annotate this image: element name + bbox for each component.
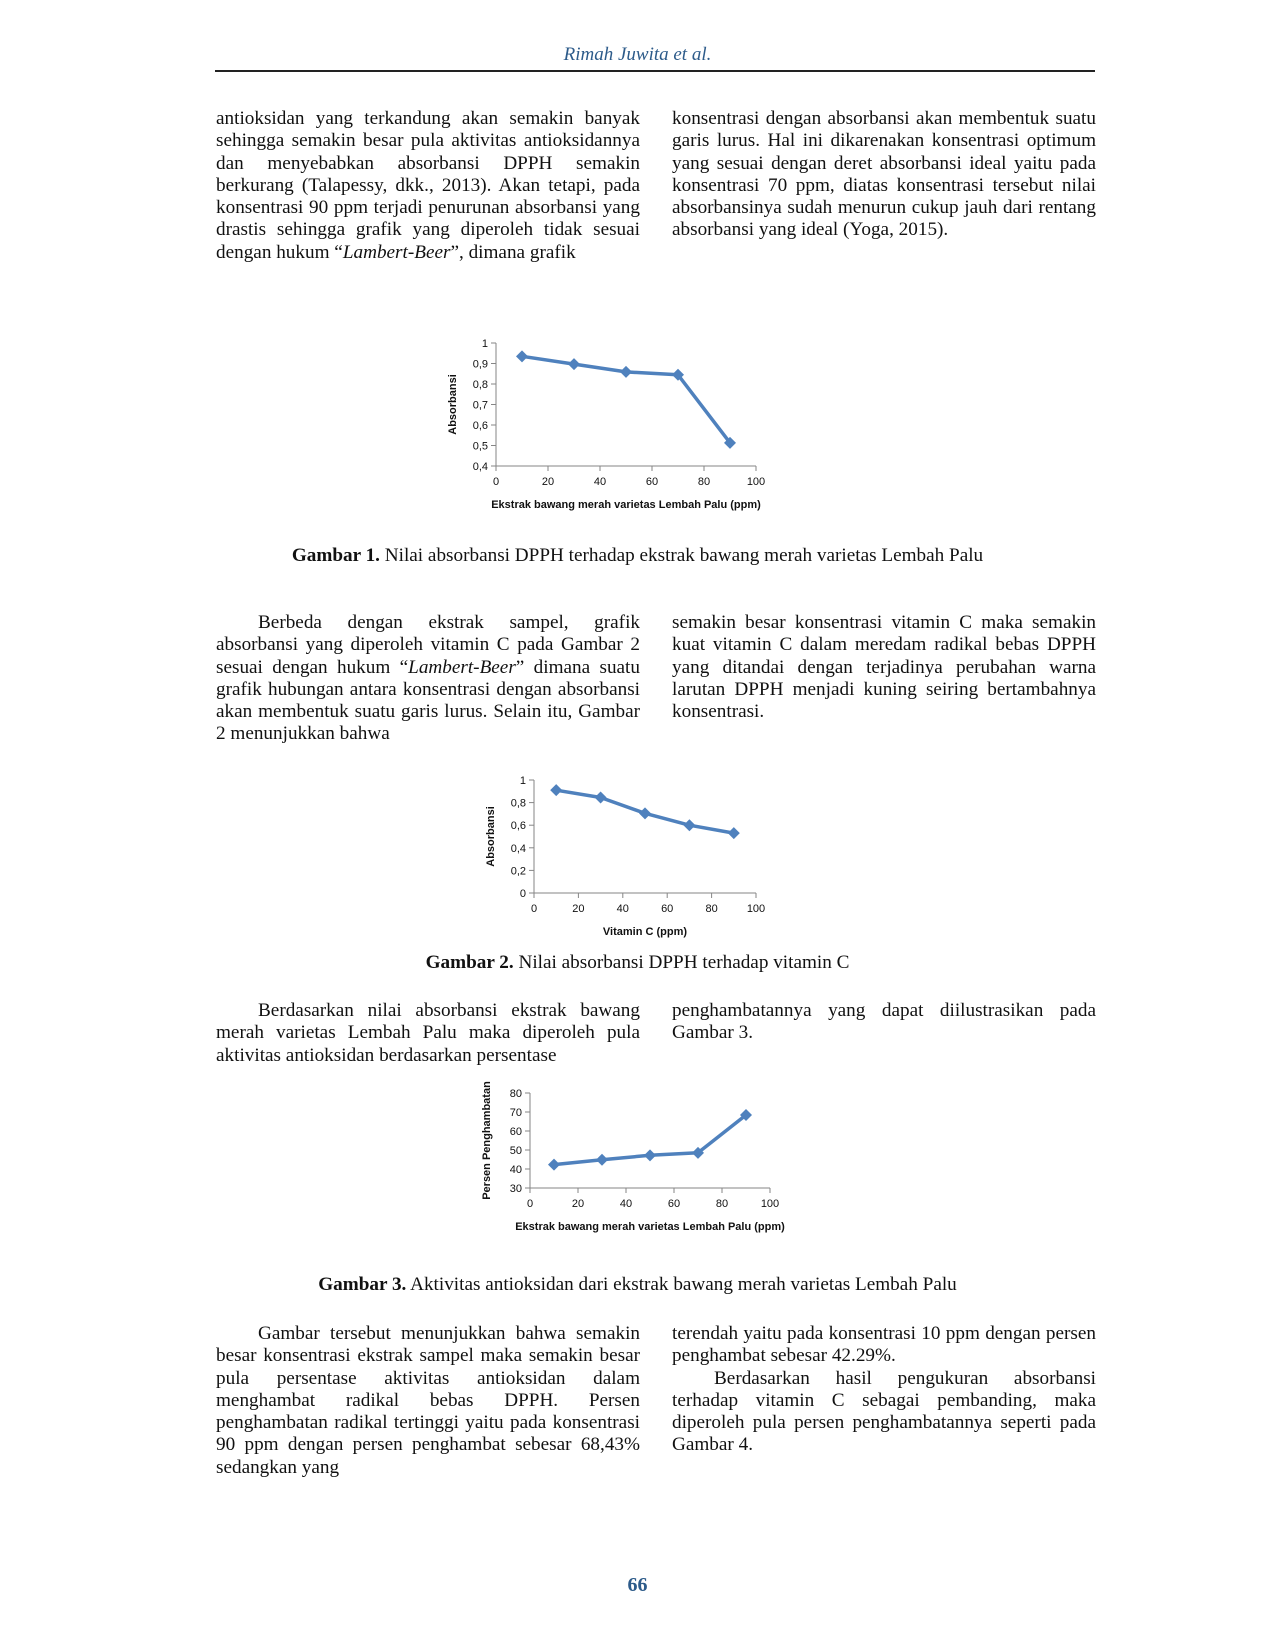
- p1-right-text: konsentrasi dengan absorbansi akan membe…: [672, 108, 1096, 241]
- x-tick-label: 40: [620, 1198, 632, 1210]
- x-tick-label: 60: [661, 903, 673, 915]
- figure-3-caption: Gambar 3. Aktivitas antioksidan dari eks…: [0, 1274, 1275, 1296]
- figure-3-chart: 30 40 50 60 70 80 0 20 40 60 80 100 Ekstrak bawang m…: [481, 1081, 785, 1233]
- y-tick-label: 0,6: [473, 420, 488, 432]
- data-point: [568, 358, 580, 371]
- data-point: [639, 807, 651, 820]
- data-point: [727, 827, 740, 840]
- x-axis-title: Ekstrak bawang merah varietas Lembah Pal…: [515, 1221, 785, 1233]
- y-tick-label: 80: [510, 1088, 522, 1100]
- fig1-label: Gambar 1.: [291, 545, 380, 566]
- y-tick-label: 0,8: [511, 798, 526, 810]
- x-tick-label: 40: [594, 476, 606, 488]
- paragraph-1-left: antioksidan yang terkandung akan semakin…: [216, 108, 640, 264]
- p4-left-text: Gambar tersebut menunjukkan bahwa semaki…: [216, 1323, 640, 1478]
- paragraph-2-right: semakin besar konsentrasi vitamin C maka…: [672, 612, 1096, 723]
- p2-left-italic: Lambert-Beer: [408, 656, 516, 678]
- y-tick-label: 1: [520, 775, 526, 787]
- figure-1-caption: Gambar 1. Nilai absorbansi DPPH terhadap…: [0, 545, 1275, 567]
- data-point: [672, 368, 684, 381]
- x-tick-label: 80: [698, 476, 710, 488]
- y-tick-label: 40: [510, 1164, 522, 1176]
- data-point: [594, 791, 607, 804]
- data-point: [740, 1108, 752, 1121]
- page-number: 66: [627, 1574, 648, 1596]
- x-tick-label: 20: [542, 476, 554, 488]
- data-point: [683, 819, 696, 832]
- y-tick-label: 0,6: [511, 820, 526, 832]
- fig2-label: Gambar 2.: [425, 952, 514, 973]
- data-point: [516, 350, 528, 363]
- x-axis-title: Ekstrak bawang merah varietas Lembah Pal…: [491, 499, 761, 511]
- figure-2-chart: 0 0,2 0,4 0,6 0,8 1 0 20 40 60 80 100 Vitamin C (ppm…: [485, 775, 765, 938]
- y-tick-label: 0,4: [511, 843, 526, 855]
- x-tick-label: 80: [705, 903, 717, 915]
- y-tick-label: 0,5: [473, 441, 488, 453]
- data-point: [596, 1153, 608, 1166]
- y-tick-label: 0: [520, 888, 526, 900]
- y-tick-label: 50: [510, 1145, 522, 1157]
- running-title: Rimah Juwita et al.: [563, 44, 712, 65]
- x-tick-label: 60: [668, 1198, 680, 1210]
- figure-2-caption: Gambar 2. Nilai absorbansi DPPH terhadap…: [0, 952, 1275, 974]
- y-tick-label: 0,4: [473, 461, 488, 473]
- figure-1-chart: 0,4 0,5 0,6 0,7 0,8 0,9 1 0 20 40 60 80 100 Ekstrak b…: [447, 338, 765, 511]
- paragraph-1-right: konsentrasi dengan absorbansi akan membe…: [672, 108, 1096, 242]
- x-tick-label: 0: [527, 1198, 533, 1210]
- y-tick-label: 60: [510, 1126, 522, 1138]
- data-point: [692, 1146, 704, 1159]
- x-tick-label: 80: [716, 1198, 728, 1210]
- x-tick-label: 60: [646, 476, 658, 488]
- header-rule: [215, 70, 1095, 72]
- paragraph-3-right: penghambatannya yang dapat diilustrasika…: [672, 1000, 1096, 1045]
- data-point: [620, 365, 632, 378]
- paragraph-2-left: Berbeda dengan ekstrak sampel, grafik ab…: [216, 612, 640, 746]
- x-tick-label: 100: [747, 476, 765, 488]
- y-tick-label: 0,8: [473, 379, 488, 391]
- y-axis-title: Persen Penghambatan: [481, 1081, 493, 1200]
- p2-right-text: semakin besar konsentrasi vitamin C maka…: [672, 612, 1096, 723]
- y-axis-title: Absorbansi: [447, 374, 459, 435]
- y-tick-label: 0,2: [511, 865, 526, 877]
- data-point: [550, 784, 563, 797]
- y-tick-label: 30: [510, 1183, 522, 1195]
- y-tick-label: 0,9: [473, 359, 488, 371]
- data-point: [548, 1158, 560, 1171]
- y-tick-label: 1: [482, 338, 488, 350]
- x-tick-label: 100: [747, 903, 765, 915]
- x-tick-label: 0: [531, 903, 537, 915]
- p2-left-b: ” dimana suatu grafik hubungan antara ko…: [216, 656, 640, 745]
- x-tick-label: 40: [617, 903, 629, 915]
- x-tick-label: 20: [572, 1198, 584, 1210]
- y-axis-title: Absorbansi: [485, 806, 497, 867]
- fig2-text: Nilai absorbansi DPPH terhadap vitamin C: [513, 952, 850, 973]
- p2-left-a: Berbeda dengan ekstrak sampel, grafik ab…: [216, 612, 640, 678]
- p3-left-text: Berdasarkan nilai absorbansi ekstrak baw…: [216, 1000, 640, 1066]
- x-tick-label: 20: [572, 903, 584, 915]
- p5-right-text: Berdasarkan hasil pengukuran absorbansi …: [672, 1367, 1096, 1456]
- fig3-label: Gambar 3.: [318, 1274, 407, 1295]
- y-tick-label: 70: [510, 1107, 522, 1119]
- data-point: [644, 1149, 656, 1162]
- paragraph-3-left: Berdasarkan nilai absorbansi ekstrak baw…: [216, 1000, 640, 1067]
- p3-right-text: penghambatannya yang dapat diilustrasika…: [672, 1000, 1096, 1044]
- fig3-text: Aktivitas antioksidan dari ekstrak bawan…: [406, 1274, 957, 1295]
- p1-left-text: antioksidan yang terkandung akan semakin…: [216, 108, 640, 263]
- x-tick-label: 100: [761, 1198, 779, 1210]
- paragraph-4-left: Gambar tersebut menunjukkan bahwa semaki…: [216, 1323, 640, 1479]
- p1-left-end: ”, dimana grafik: [450, 241, 576, 263]
- paragraph-4-right: terendah yaitu pada konsentrasi 10 ppm d…: [672, 1323, 1096, 1457]
- fig1-text: Nilai absorbansi DPPH terhadap ekstrak b…: [379, 545, 984, 566]
- x-axis-title: Vitamin C (ppm): [603, 926, 687, 938]
- p1-left-italic: Lambert-Beer: [342, 241, 451, 263]
- x-tick-label: 0: [493, 476, 499, 488]
- y-tick-label: 0,7: [473, 400, 488, 412]
- data-point: [724, 436, 736, 449]
- p4-right-text: terendah yaitu pada konsentrasi 10 ppm d…: [672, 1323, 1096, 1367]
